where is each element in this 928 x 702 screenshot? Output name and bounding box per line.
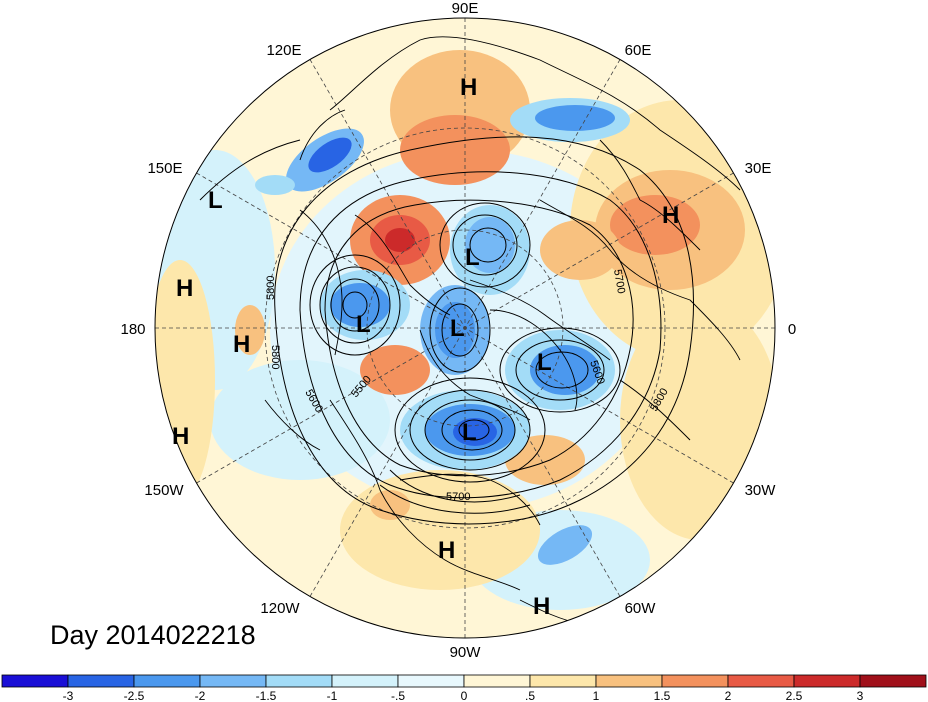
low-center: L (208, 187, 223, 214)
colorbar: -3 -2.5 -2 -1.5 -1 -.5 0 .5 1 1.5 2 2.5 3 (1, 674, 927, 702)
lon-label-120w: 120W (260, 600, 300, 617)
colorbar-box (331, 674, 399, 688)
colorbar-tick-label: .5 (525, 689, 535, 702)
colorbar-boxes (1, 674, 927, 688)
colorbar-box (529, 674, 597, 688)
high-center: H (533, 593, 550, 620)
lon-label-90e: 90E (452, 0, 479, 17)
high-center: H (662, 202, 679, 229)
colorbar-tick-label: 2.5 (786, 689, 803, 702)
lon-label-180: 180 (120, 321, 145, 338)
colorbar-tick-label: 1 (593, 689, 600, 702)
colorbar-box (595, 674, 663, 688)
lon-label-150e: 150E (147, 160, 182, 177)
colorbar-box (67, 674, 135, 688)
colorbar-box (397, 674, 465, 688)
low-center: L (537, 349, 552, 376)
colorbar-tick-label: -2 (195, 689, 206, 702)
colorbar-tick-label: 2 (725, 689, 732, 702)
colorbar-box (463, 674, 531, 688)
lon-label-120e: 120E (266, 42, 301, 59)
lon-label-90w: 90W (450, 644, 482, 661)
anomaly-shading (155, 18, 775, 638)
colorbar-tick-label: 0 (461, 689, 468, 702)
low-center: L (465, 244, 480, 271)
colorbar-tick-label: 1.5 (654, 689, 671, 702)
high-center: H (233, 331, 250, 358)
contour-label: 5700 (446, 491, 470, 503)
map-title: Day 2014022218 (50, 620, 256, 650)
colorbar-tick-label: -1.5 (256, 689, 277, 702)
lon-label-0: 0 (788, 321, 796, 338)
low-center: L (450, 315, 465, 342)
colorbar-box (661, 674, 729, 688)
contour-label: 5800 (269, 345, 281, 369)
colorbar-box (199, 674, 267, 688)
colorbar-box (265, 674, 333, 688)
height-contours (199, 136, 694, 525)
high-center: H (172, 423, 189, 450)
high-center: H (460, 74, 477, 101)
colorbar-ticks: -3 -2.5 -2 -1.5 -1 -.5 0 .5 1 1.5 2 2.5 3 (63, 689, 864, 702)
polar-stereographic-map: 5800 5800 5600 5500 5700 5600 5700 5800 … (120, 0, 796, 661)
colorbar-tick-label: -.5 (391, 689, 405, 702)
colorbar-box (727, 674, 795, 688)
high-center: H (176, 275, 193, 302)
contour-label: 5800 (265, 276, 277, 300)
lon-label-60w: 60W (625, 600, 657, 617)
contour-label: 5700 (611, 268, 627, 294)
colorbar-tick-label: -3 (63, 689, 74, 702)
low-center: L (356, 311, 371, 338)
lon-label-60e: 60E (625, 42, 652, 59)
high-center: H (438, 537, 455, 564)
colorbar-box (793, 674, 861, 688)
low-center: L (462, 419, 477, 446)
colorbar-tick-label: 3 (857, 689, 864, 702)
colorbar-tick-label: -2.5 (124, 689, 145, 702)
lon-label-30w: 30W (745, 482, 777, 499)
colorbar-box (1, 674, 69, 688)
lon-label-150w: 150W (144, 482, 184, 499)
lon-label-30e: 30E (745, 160, 772, 177)
colorbar-box (133, 674, 201, 688)
colorbar-box (859, 674, 927, 688)
colorbar-tick-label: -1 (327, 689, 338, 702)
map-boundary (154, 17, 776, 639)
